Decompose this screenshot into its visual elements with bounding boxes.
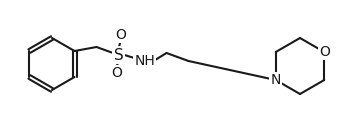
Text: S: S [113, 47, 124, 62]
Text: N: N [271, 73, 281, 87]
Text: O: O [319, 45, 330, 59]
Text: NH: NH [134, 54, 155, 68]
Text: O: O [115, 28, 126, 42]
Text: O: O [111, 66, 122, 80]
